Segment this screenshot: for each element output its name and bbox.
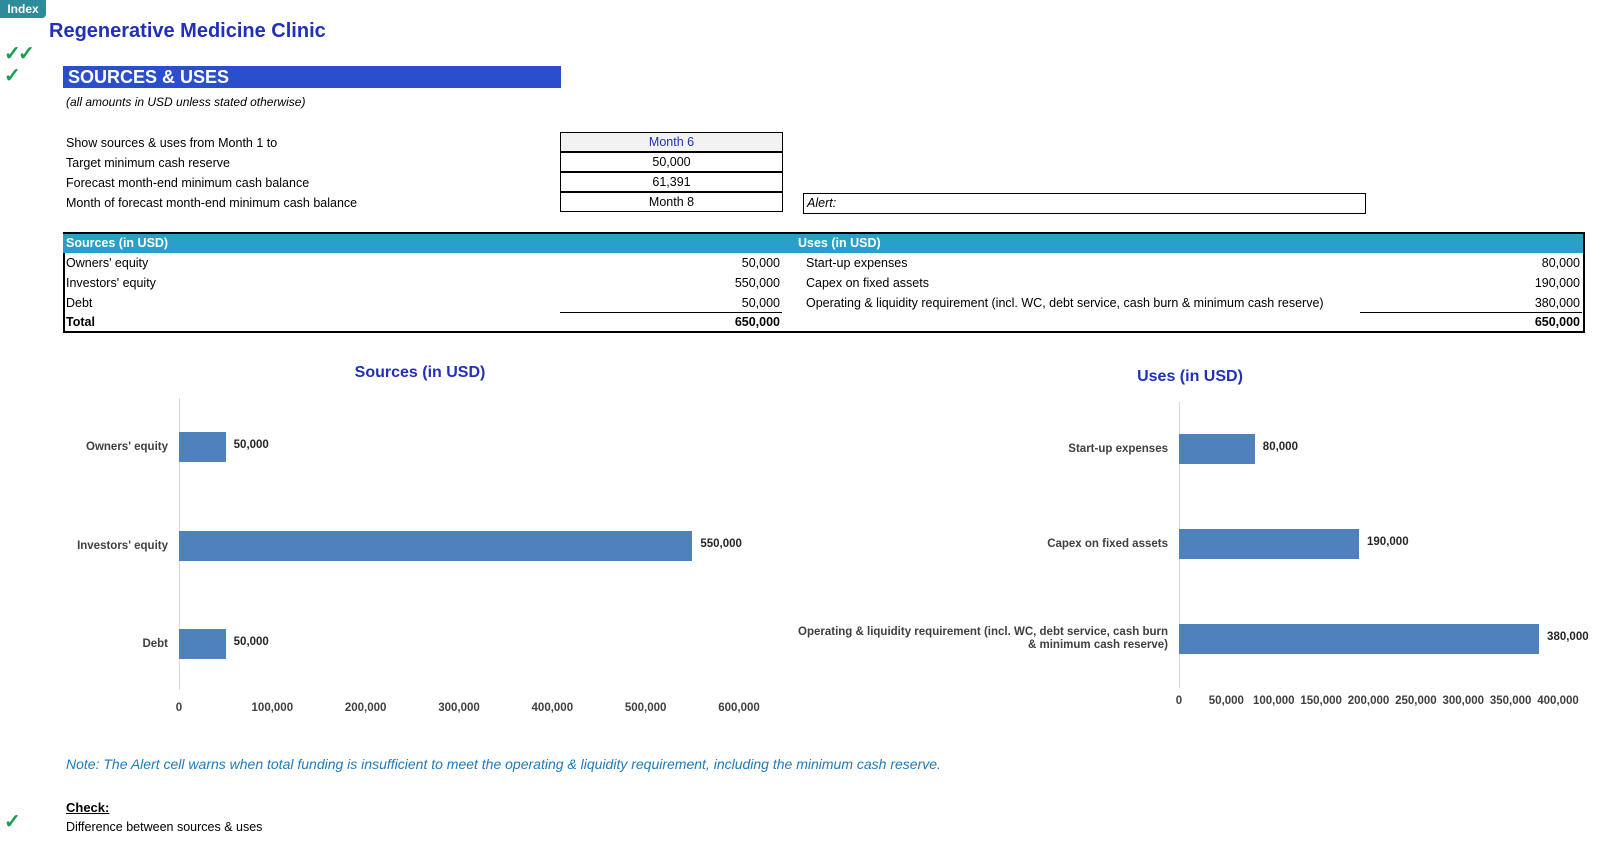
source-label: Owners' equity bbox=[66, 256, 149, 270]
check-title: Check: bbox=[66, 800, 110, 815]
min-cash-month-value: Month 8 bbox=[560, 192, 783, 212]
source-value: 50,000 bbox=[741, 256, 780, 270]
check-label: Difference between sources & uses bbox=[66, 820, 263, 834]
axis-tick-label: 250,000 bbox=[1395, 695, 1437, 707]
param-label: Month of forecast month-end minimum cash… bbox=[66, 196, 358, 210]
use-value: 380,000 bbox=[1534, 296, 1580, 310]
sources-total-value: 650,000 bbox=[734, 315, 780, 329]
subtotal-rule bbox=[560, 312, 782, 313]
axis-tick-label: 200,000 bbox=[1347, 695, 1390, 707]
currency-note: (all amounts in USD unless stated otherw… bbox=[66, 95, 306, 109]
param-label: Show sources & uses from Month 1 to bbox=[66, 136, 278, 150]
category-label: Start-up expenses bbox=[1068, 442, 1168, 455]
source-label: Debt bbox=[66, 296, 93, 310]
chart-title: Sources (in USD) bbox=[354, 364, 486, 381]
sources-header: Sources (in USD) bbox=[66, 236, 169, 250]
check-mark-icon: ✓ bbox=[4, 811, 21, 833]
chart-bar bbox=[179, 629, 226, 659]
category-label: Owners' equity bbox=[86, 440, 168, 453]
chart-bar bbox=[179, 531, 693, 561]
table-header-row bbox=[63, 234, 1583, 253]
use-value: 190,000 bbox=[1534, 276, 1580, 290]
sources-uses-table bbox=[63, 232, 1585, 333]
axis-tick-label: 0 bbox=[175, 702, 183, 714]
check-mark-icon: ✓ bbox=[18, 43, 35, 65]
alert-cell: Alert: bbox=[803, 193, 1366, 214]
category-label: Debt bbox=[142, 637, 168, 650]
category-label: Capex on fixed assets bbox=[1047, 537, 1168, 550]
uses-total-value: 650,000 bbox=[1534, 315, 1580, 329]
data-label: 80,000 bbox=[1262, 441, 1298, 453]
source-value: 550,000 bbox=[734, 276, 780, 290]
axis-tick-label: 300,000 bbox=[1442, 695, 1485, 707]
category-label: Operating & liquidity requirement (incl.… bbox=[798, 626, 1168, 651]
chart-title: Uses (in USD) bbox=[1137, 368, 1243, 385]
axis-tick-label: 300,000 bbox=[438, 702, 480, 714]
category-label: Investors' equity bbox=[77, 539, 168, 552]
data-label: 550,000 bbox=[700, 538, 742, 550]
use-label: Operating & liquidity requirement (incl.… bbox=[806, 296, 1324, 310]
uses-header: Uses (in USD) bbox=[798, 236, 881, 250]
check-mark-icon: ✓ bbox=[4, 43, 21, 65]
axis-tick-label: 350,000 bbox=[1489, 695, 1532, 707]
axis-tick-label: 100,000 bbox=[251, 702, 294, 714]
sources-total-label: Total bbox=[66, 315, 95, 329]
app-title: Regenerative Medicine Clinic bbox=[49, 20, 326, 42]
subtotal-rule bbox=[1360, 312, 1582, 313]
section-banner: SOURCES & USES bbox=[63, 66, 561, 88]
data-label: 190,000 bbox=[1367, 536, 1409, 548]
axis-tick-label: 0 bbox=[1175, 695, 1183, 707]
min-cash-reserve-value: 50,000 bbox=[560, 152, 783, 172]
chart-bar bbox=[1179, 624, 1540, 654]
data-label: 380,000 bbox=[1547, 631, 1589, 643]
chart-bar bbox=[1179, 529, 1360, 559]
axis-tick-label: 50,000 bbox=[1208, 695, 1244, 707]
axis-tick-label: 100,000 bbox=[1252, 695, 1295, 707]
param-label: Forecast month-end minimum cash balance bbox=[66, 176, 310, 190]
data-label: 50,000 bbox=[233, 439, 269, 451]
axis-tick-label: 150,000 bbox=[1300, 695, 1342, 707]
index-link[interactable]: Index bbox=[0, 0, 46, 18]
check-mark-icon: ✓ bbox=[4, 65, 21, 87]
param-label: Target minimum cash reserve bbox=[66, 156, 230, 170]
axis-tick-label: 200,000 bbox=[344, 702, 387, 714]
source-label: Investors' equity bbox=[66, 276, 156, 290]
use-label: Capex on fixed assets bbox=[806, 276, 929, 290]
use-value: 80,000 bbox=[1541, 256, 1580, 270]
use-label: Start-up expenses bbox=[806, 256, 908, 270]
alert-note: Note: The Alert cell warns when total fu… bbox=[66, 756, 941, 772]
data-label: 50,000 bbox=[233, 636, 269, 648]
axis-tick-label: 500,000 bbox=[624, 702, 667, 714]
chart-bar bbox=[179, 432, 226, 462]
source-value: 50,000 bbox=[741, 296, 780, 310]
chart-bar bbox=[1179, 434, 1255, 464]
min-cash-balance-value: 61,391 bbox=[560, 172, 783, 192]
axis-tick-label: 400,000 bbox=[531, 702, 574, 714]
axis-tick-label: 400,000 bbox=[1537, 695, 1579, 707]
axis-tick-label: 600,000 bbox=[718, 702, 760, 714]
month-selector-input[interactable]: Month 6 bbox=[560, 132, 783, 152]
